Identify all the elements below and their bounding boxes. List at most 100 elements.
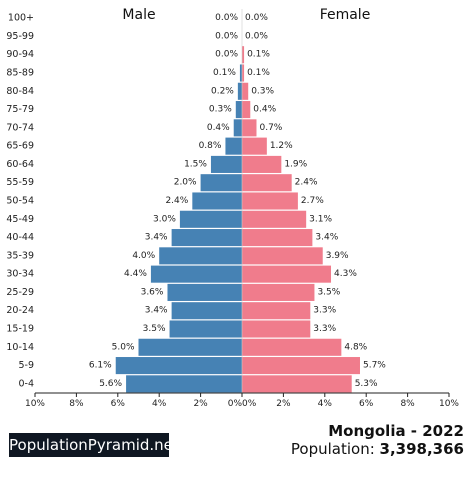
age-group-label: 50-54 [6,196,34,207]
male-bar [169,320,242,338]
age-group-label: 40-44 [6,232,34,243]
brand-logo[interactable]: PopulationPyramid.net [9,433,179,457]
x-tick-label: 0% [228,399,243,409]
male-side-label: Male [122,7,155,23]
male-bar [200,174,242,192]
x-tick-label: 0% [242,399,257,409]
male-value-label: 4.0% [132,251,155,261]
male-value-label: 5.0% [112,342,135,352]
female-bar [242,174,292,192]
age-group-label: 35-39 [6,250,34,261]
x-tick-label: 4% [152,399,167,409]
male-bar [150,265,242,283]
male-value-label: 3.5% [143,324,166,334]
male-bar [239,64,242,82]
male-value-label: 0.1% [213,68,236,78]
female-bar [242,357,360,375]
female-value-label: 3.5% [317,287,340,297]
male-value-label: 0.2% [211,86,234,96]
male-bar [159,247,242,265]
male-value-label: 3.4% [145,306,168,316]
male-bar [210,155,242,173]
male-value-label: 0.8% [199,141,222,151]
female-value-label: 1.2% [270,141,293,151]
female-bar [242,320,311,338]
female-value-label: 0.1% [247,50,270,60]
female-side-label: Female [320,7,371,23]
female-value-label: 3.3% [313,324,336,334]
male-value-label: 3.0% [153,214,176,224]
male-value-label: 2.4% [165,196,188,206]
age-group-label: 15-19 [6,324,34,335]
age-group-label: 85-89 [6,68,34,79]
age-group-label: 60-64 [6,159,34,170]
population-label: Population: [290,440,380,458]
female-bar [242,283,315,301]
male-value-label: 0.0% [215,13,238,23]
male-value-label: 0.0% [215,31,238,41]
female-value-label: 3.4% [315,233,338,243]
male-bar [233,119,242,137]
female-bar [242,64,245,82]
female-value-label: 0.0% [245,13,268,23]
population-pyramid-chart: Male Female 100+ 0.0% 0.0% 95-99 0.0% 0.0% 90-94… [6,7,459,409]
age-group-label: 75-79 [6,104,34,115]
male-value-label: 4.4% [124,269,147,279]
age-group-label: 10-14 [6,342,34,353]
male-bar [171,302,242,320]
female-bar [242,82,249,100]
female-value-label: 0.1% [247,68,270,78]
male-value-label: 0.3% [209,105,232,115]
age-group-label: 20-24 [6,305,34,316]
male-value-label: 1.5% [184,159,207,169]
age-group-label: 80-84 [6,86,34,97]
age-group-label: 90-94 [6,49,34,60]
male-bar [235,101,242,119]
x-tick-label: 6% [111,399,126,409]
male-bar [179,210,242,228]
female-bar [242,210,307,228]
female-value-label: 4.3% [334,269,357,279]
country-year-title: Mongolia - 2022 [328,422,464,440]
male-value-label: 6.1% [89,361,112,371]
male-bar [171,229,242,247]
male-value-label: 0.0% [215,50,238,60]
female-value-label: 3.9% [326,251,349,261]
age-group-label: 70-74 [6,122,34,133]
age-group-label: 45-49 [6,214,34,225]
x-tick-label: 4% [318,399,333,409]
age-group-label: 100+ [8,13,34,24]
age-group-label: 0-4 [18,378,34,389]
x-tick-label: 6% [359,399,374,409]
female-bar [242,229,313,247]
female-value-label: 3.1% [309,214,332,224]
female-bar [242,155,282,173]
female-bar [242,247,323,265]
female-value-label: 5.7% [363,361,386,371]
male-value-label: 3.6% [141,287,164,297]
female-value-label: 0.0% [245,31,268,41]
female-bar [242,137,267,155]
female-bar [242,46,245,64]
male-bar [225,137,242,155]
male-value-label: 3.4% [145,233,168,243]
male-bar [237,82,242,100]
female-bar [242,338,342,356]
female-bar [242,302,311,320]
female-bar [242,119,257,137]
x-tick-label: 2% [193,399,208,409]
male-bar [126,375,242,393]
female-value-label: 5.3% [355,379,378,389]
x-tick-label: 2% [276,399,291,409]
x-tick-label: 10% [25,399,45,409]
female-value-label: 4.8% [344,342,367,352]
age-group-label: 95-99 [6,31,34,42]
female-value-label: 3.3% [313,306,336,316]
female-bar [242,375,352,393]
female-value-label: 0.4% [253,105,276,115]
female-value-label: 1.9% [284,159,307,169]
female-value-label: 2.7% [301,196,324,206]
female-bar [242,192,298,210]
male-bar [115,357,242,375]
male-bar [192,192,242,210]
